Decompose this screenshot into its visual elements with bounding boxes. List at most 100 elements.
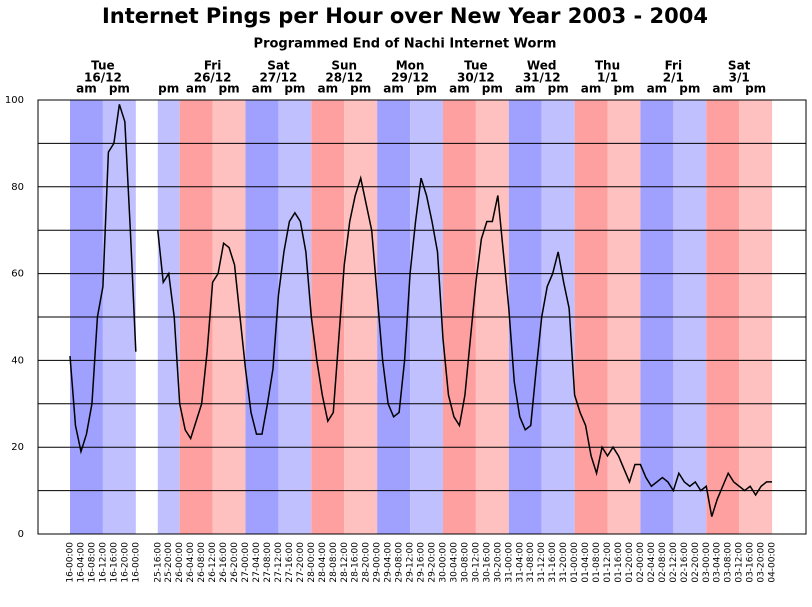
x-tick-label: 25-16:00 (153, 542, 163, 583)
x-tick-label: 02-00:00 (636, 542, 646, 583)
x-tick-label: 02-04:00 (647, 542, 657, 583)
day-name: Sat (728, 59, 751, 73)
day-name: Sun (331, 59, 357, 73)
pm-label: pm (219, 82, 240, 96)
x-tick-label: 25-20:00 (164, 542, 174, 583)
x-tick-label: 02-12:00 (669, 542, 679, 583)
pm-label: pm (482, 82, 503, 96)
x-tick-label: 30-12:00 (471, 542, 481, 583)
x-tick-label: 26-04:00 (186, 542, 196, 583)
x-tick-label: 28-08:00 (329, 542, 339, 583)
am-label: am (186, 82, 207, 96)
day-date: 30/12 (457, 71, 495, 85)
pm-label: pm (679, 82, 700, 96)
x-tick-label: 27-20:00 (296, 542, 306, 583)
day-name: Sat (267, 59, 290, 73)
x-tick-label: 03-08:00 (724, 542, 734, 583)
x-tick-label: 30-08:00 (460, 542, 470, 583)
x-tick-label: 16-20:00 (120, 542, 130, 583)
am-label: am (76, 82, 97, 96)
x-tick-label: 26-16:00 (219, 542, 229, 583)
x-tick-label: 03-20:00 (757, 542, 767, 583)
x-tick-label: 30-04:00 (449, 542, 459, 583)
y-tick-label: 80 (11, 182, 24, 193)
day-name: Fri (665, 59, 682, 73)
x-tick-label: 03-16:00 (746, 542, 756, 583)
x-tick-label: 28-04:00 (318, 542, 328, 583)
x-tick-label: 16-16:00 (109, 542, 119, 583)
pm-label: pm (284, 82, 305, 96)
pm-label: pm (548, 82, 569, 96)
day-name: Tue (91, 59, 115, 73)
x-tick-label: 28-00:00 (307, 542, 317, 583)
x-tick-label: 31-00:00 (504, 542, 514, 583)
day-date: 26/12 (194, 71, 232, 85)
x-tick-label: 01-08:00 (592, 542, 602, 583)
day-name: Wed (527, 59, 557, 73)
x-tick-label: 27-08:00 (263, 542, 273, 583)
x-tick-label: 31-12:00 (537, 542, 547, 583)
am-label: am (449, 82, 470, 96)
x-tick-label: 02-20:00 (691, 542, 701, 583)
day-date: 2/1 (663, 71, 684, 85)
chart-title: Internet Pings per Hour over New Year 20… (102, 4, 708, 28)
x-tick-label: 31-04:00 (515, 542, 525, 583)
x-tick-label: 03-04:00 (713, 542, 723, 583)
x-tick-label: 27-16:00 (285, 542, 295, 583)
x-tick-label: 31-20:00 (559, 542, 569, 583)
day-date: 29/12 (391, 71, 429, 85)
x-tick-label: 01-04:00 (581, 542, 591, 583)
x-tick-label: 28-12:00 (340, 542, 350, 583)
y-tick-label: 100 (5, 95, 24, 106)
y-tick-label: 20 (11, 442, 24, 453)
x-tick-label: 03-00:00 (702, 542, 712, 583)
x-tick-label: 04-00:00 (768, 542, 778, 583)
day-date: 27/12 (260, 71, 298, 85)
x-tick-label: 30-00:00 (438, 542, 448, 583)
x-tick-label: 29-16:00 (417, 542, 427, 583)
x-tick-label: 01-00:00 (570, 542, 580, 583)
x-tick-label: 28-20:00 (362, 542, 372, 583)
day-name: Mon (396, 59, 425, 73)
x-tick-label: 27-00:00 (241, 542, 251, 583)
x-tick-label: 30-16:00 (482, 542, 492, 583)
x-tick-label: 03-12:00 (735, 542, 745, 583)
day-date: 16/12 (84, 71, 122, 85)
x-tick-label: 29-12:00 (406, 542, 416, 583)
y-tick-label: 60 (11, 269, 24, 280)
day-name: Thu (595, 59, 620, 73)
x-tick-label: 30-20:00 (493, 542, 503, 583)
x-tick-label: 02-08:00 (658, 542, 668, 583)
am-label: am (515, 82, 536, 96)
x-tick-label: 27-04:00 (252, 542, 262, 583)
x-tick-label: 27-12:00 (274, 542, 284, 583)
am-label: am (383, 82, 404, 96)
day-date: 1/1 (597, 71, 618, 85)
x-tick-label: 28-16:00 (351, 542, 361, 583)
day-date: 28/12 (325, 71, 363, 85)
day-name: Fri (204, 59, 221, 73)
am-label: am (712, 82, 733, 96)
x-tick-label: 16-12:00 (98, 542, 108, 583)
x-tick-label: 26-20:00 (230, 542, 240, 583)
x-tick-label: 01-16:00 (614, 542, 624, 583)
am-label: am (647, 82, 668, 96)
x-tick-label: 26-00:00 (175, 542, 185, 583)
marks (69, 104, 773, 517)
pm-label: pm (745, 82, 766, 96)
x-tick-label: 29-04:00 (384, 542, 394, 583)
x-tick-label: 29-00:00 (373, 542, 383, 583)
x-tick-label: 16-08:00 (87, 542, 97, 583)
pm-label: pm (350, 82, 371, 96)
am-label: am (317, 82, 338, 96)
day-name: Tue (464, 59, 488, 73)
x-tick-label: 01-20:00 (625, 542, 635, 583)
x-tick-label: 16-00:00 (66, 542, 76, 583)
plot-frame (37, 99, 807, 535)
x-tick-label: 16-00:00 (131, 542, 141, 583)
x-tick-label: 26-08:00 (197, 542, 207, 583)
y-tick-label: 0 (18, 529, 24, 540)
am-label: am (252, 82, 273, 96)
pm-label: pm (416, 82, 437, 96)
